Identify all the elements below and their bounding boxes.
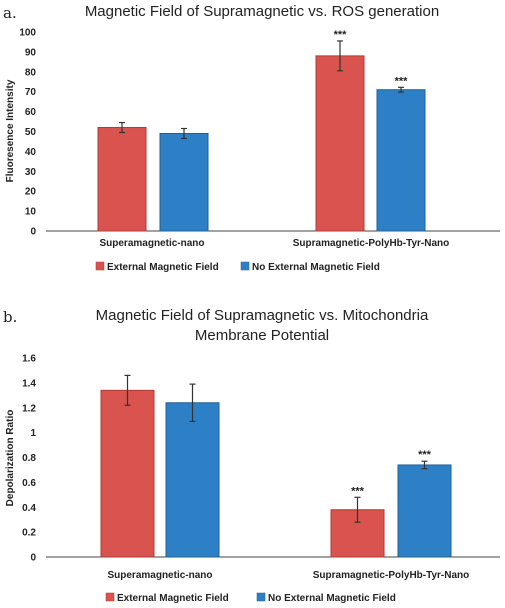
- legend-label-external: External Magnetic Field: [107, 262, 219, 273]
- chart-title-line2: Membrane Potential: [195, 327, 329, 344]
- significance-marker: ***: [395, 75, 409, 87]
- y-tick-label: 0.2: [22, 528, 36, 539]
- bar-no-external: [165, 402, 220, 558]
- y-tick-label: 1.6: [22, 354, 36, 365]
- legend-swatch-external: [95, 261, 105, 271]
- bar-no-external: [397, 464, 452, 558]
- x-category-label: Superamagnetic-nano: [99, 238, 204, 249]
- significance-marker: ***: [351, 485, 365, 497]
- y-tick-label: 0.6: [22, 478, 36, 489]
- y-axis-label: Depolarization Ratio: [5, 410, 16, 507]
- y-tick-label: 50: [25, 127, 37, 138]
- y-tick-label: 100: [19, 28, 36, 39]
- panel-label: a.: [3, 4, 17, 22]
- chart-title: Magnetic Field of Supramagnetic vs. Mito…: [96, 307, 429, 324]
- legend-label-external: External Magnetic Field: [117, 593, 229, 604]
- chart-title: Magnetic Field of Supramagnetic vs. ROS …: [85, 3, 439, 20]
- y-tick-label: 30: [25, 167, 37, 178]
- x-category-label: Superamagnetic-nano: [107, 570, 212, 581]
- y-tick-label: 80: [25, 67, 37, 78]
- legend-swatch-no-external: [256, 592, 266, 602]
- y-tick-label: 10: [25, 207, 37, 218]
- chart-panel-b: b. Magnetic Field of Supramagnetic vs. Mi…: [3, 307, 500, 604]
- legend-swatch-external: [105, 592, 115, 602]
- x-category-label: Supramagnetic-PolyHb-Tyr-Nano: [313, 570, 470, 581]
- y-tick-label: 0: [30, 227, 36, 238]
- bar-external: [315, 55, 365, 232]
- panel-label: b.: [3, 308, 17, 326]
- x-category-label: Supramagnetic-PolyHb-Tyr-Nano: [293, 238, 450, 249]
- y-tick-label: 1: [30, 428, 36, 439]
- y-tick-label: 1.4: [22, 378, 36, 389]
- bar-no-external: [376, 89, 426, 232]
- y-tick-label: 0.8: [22, 453, 36, 464]
- legend-label-no-external: No External Magnetic Field: [252, 262, 380, 273]
- chart-panel-a: a. Magnetic Field of Supramagnetic vs. RO…: [3, 3, 500, 273]
- bar-no-external: [159, 132, 209, 232]
- legend-swatch-no-external: [240, 261, 250, 271]
- legend-label-no-external: No External Magnetic Field: [268, 593, 396, 604]
- y-tick-label: 1.2: [22, 403, 36, 414]
- significance-marker: ***: [334, 29, 348, 41]
- y-tick-label: 60: [25, 107, 37, 118]
- bar-external: [100, 389, 155, 558]
- y-tick-label: 0: [30, 553, 36, 564]
- y-axis-label: Fluoresence Intensity: [5, 79, 16, 182]
- y-tick-label: 70: [25, 87, 37, 98]
- y-tick-label: 40: [25, 147, 37, 158]
- bar-external: [97, 127, 147, 232]
- y-tick-label: 20: [25, 187, 37, 198]
- significance-marker: ***: [418, 449, 432, 461]
- y-tick-label: 0.4: [22, 503, 36, 514]
- y-tick-label: 90: [25, 47, 37, 58]
